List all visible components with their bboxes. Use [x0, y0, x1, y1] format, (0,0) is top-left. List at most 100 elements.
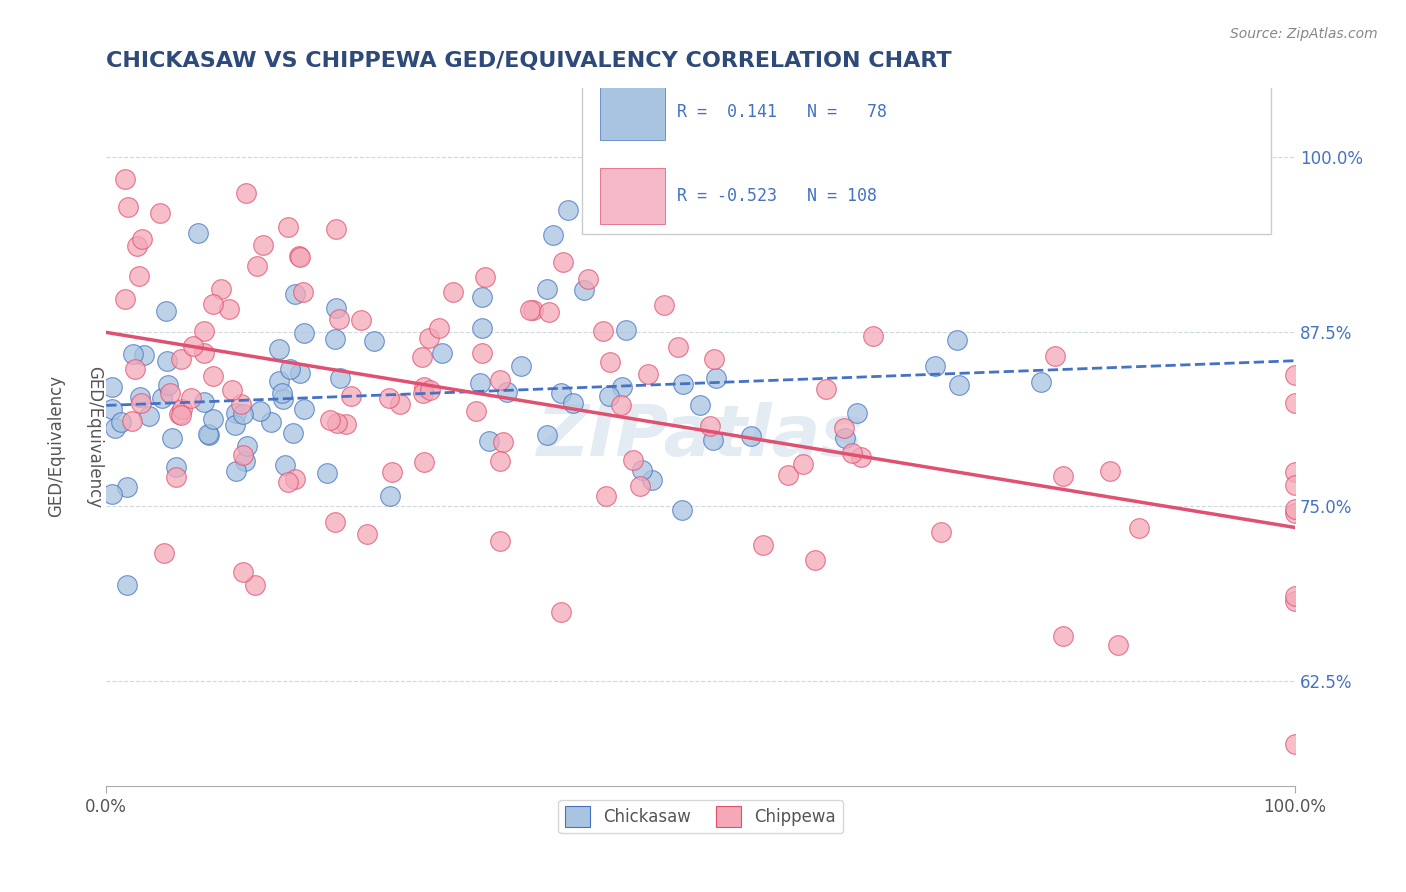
Point [413, 455, 436, 469]
Point [411, 351, 433, 365]
Point [1029, 375, 1052, 389]
Point [536, 282, 558, 296]
Point [181, 338, 204, 352]
Point [284, 472, 307, 486]
Point [702, 433, 724, 447]
Point [125, 239, 148, 253]
Point [283, 287, 305, 301]
Point [243, 578, 266, 592]
Point [704, 371, 727, 385]
Point [323, 332, 346, 346]
Point [283, 426, 305, 441]
Point [121, 414, 143, 428]
Point [672, 376, 695, 391]
Point [631, 463, 654, 477]
Point [550, 385, 572, 400]
Point [165, 470, 187, 484]
Point [1128, 521, 1150, 535]
Point [114, 293, 136, 307]
Point [536, 428, 558, 442]
Point [478, 434, 501, 448]
Point [689, 398, 711, 412]
Point [278, 362, 301, 376]
Point [325, 301, 347, 316]
Point [150, 391, 173, 405]
Point [124, 362, 146, 376]
Point [470, 376, 492, 391]
Point [271, 392, 294, 406]
Point [329, 371, 352, 385]
Point [363, 334, 385, 348]
Point [1284, 507, 1306, 521]
Point [259, 416, 281, 430]
Point [224, 418, 246, 433]
Point [537, 305, 560, 319]
Point [328, 312, 350, 326]
Point [419, 383, 441, 397]
Point [1284, 501, 1306, 516]
Point [834, 431, 856, 445]
Point [471, 345, 494, 359]
Point [129, 390, 152, 404]
Point [339, 389, 361, 403]
Point [197, 428, 219, 442]
Point [703, 351, 725, 366]
Point [474, 269, 496, 284]
Point [288, 367, 311, 381]
Point [277, 220, 299, 235]
Point [592, 324, 614, 338]
Point [948, 378, 970, 392]
Point [418, 331, 440, 345]
Point [159, 386, 181, 401]
Point [640, 473, 662, 487]
Point [288, 250, 311, 264]
Point [471, 290, 494, 304]
Point [101, 380, 124, 394]
Point [225, 406, 247, 420]
Point [277, 475, 299, 489]
Point [814, 382, 837, 396]
Point [165, 460, 187, 475]
Point [180, 392, 202, 406]
Point [427, 321, 450, 335]
Point [849, 450, 872, 465]
Point [149, 206, 172, 220]
Point [201, 412, 224, 426]
Point [378, 489, 401, 503]
Point [496, 385, 519, 400]
Point [628, 479, 651, 493]
Point [595, 490, 617, 504]
Point [572, 283, 595, 297]
Point [209, 282, 232, 296]
Point [1107, 638, 1129, 652]
Point [129, 396, 152, 410]
Point [792, 457, 814, 471]
Point [187, 226, 209, 240]
Point [562, 396, 585, 410]
Point [776, 468, 799, 483]
Point [666, 340, 689, 354]
Legend: Chickasaw, Chippewa: Chickasaw, Chippewa [558, 799, 842, 833]
Point [699, 419, 721, 434]
Point [101, 401, 124, 416]
Text: GED/Equivalency: GED/Equivalency [48, 375, 65, 517]
Point [170, 409, 193, 423]
Point [291, 285, 314, 300]
Point [1052, 629, 1074, 643]
Point [232, 566, 254, 580]
Point [138, 409, 160, 424]
Point [522, 302, 544, 317]
Point [637, 367, 659, 381]
Point [270, 385, 292, 400]
Point [557, 202, 579, 217]
Point [491, 434, 513, 449]
Point [1099, 464, 1122, 478]
Point [202, 297, 225, 311]
Point [929, 525, 952, 540]
Point [156, 354, 179, 368]
Text: Source: ZipAtlas.com: Source: ZipAtlas.com [1230, 27, 1378, 41]
Point [316, 466, 339, 480]
FancyBboxPatch shape [582, 25, 1271, 235]
Point [269, 374, 291, 388]
Point [1052, 469, 1074, 483]
